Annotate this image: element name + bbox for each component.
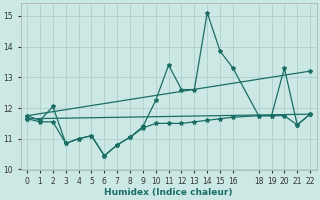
X-axis label: Humidex (Indice chaleur): Humidex (Indice chaleur)	[104, 188, 233, 197]
